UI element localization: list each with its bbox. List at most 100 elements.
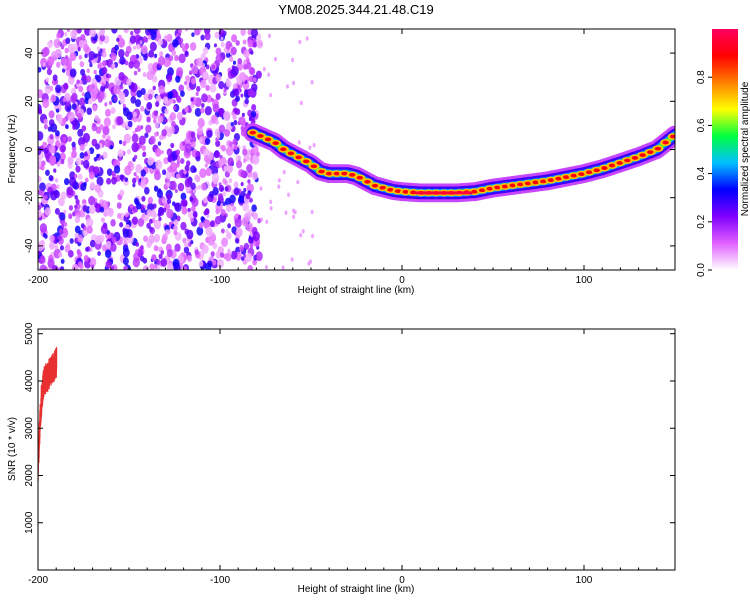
noise-dot: [238, 214, 242, 220]
noise-dot: [117, 149, 124, 158]
ridge-core: [295, 155, 302, 160]
noise-dot: [198, 29, 203, 32]
noise-dot: [298, 39, 302, 45]
noise-dot: [41, 48, 48, 58]
noise-dot: [226, 146, 234, 157]
noise-dot: [64, 178, 70, 186]
ridge-core: [371, 183, 379, 188]
noise-dot: [142, 257, 148, 264]
noise-dot: [131, 216, 139, 225]
noise-dot: [190, 165, 197, 174]
noise-dot: [47, 56, 55, 66]
spectrogram-panel: -200 -100 0 100 40 20 0 -20 -40 Height of strai…: [7, 28, 676, 296]
noise-dot: [245, 192, 251, 200]
noise-dot: [157, 38, 163, 46]
noise-dot: [173, 230, 178, 236]
ridge-core: [356, 175, 363, 180]
noise-dot: [115, 174, 121, 182]
noise-dot: [233, 119, 238, 126]
noise-dot: [157, 56, 166, 66]
noise-dot: [253, 77, 257, 83]
noise-dot: [45, 77, 50, 83]
noise-dot: [202, 47, 209, 55]
noise-dot: [116, 202, 122, 209]
noise-dot: [249, 243, 254, 249]
noise-dot: [231, 34, 238, 43]
noise-dot: [196, 126, 204, 136]
noise-dot: [153, 245, 159, 252]
noise-dot: [122, 228, 130, 238]
noise-dot: [293, 210, 297, 215]
noise-dot: [212, 103, 220, 113]
noise-dot: [256, 151, 260, 157]
noise-dot: [75, 157, 82, 166]
noise-dot: [227, 248, 231, 254]
noise-dot: [60, 44, 65, 50]
noise-dot: [220, 36, 224, 41]
noise-dot: [118, 49, 125, 58]
noise-dot: [78, 85, 84, 93]
noise-dot: [83, 181, 87, 187]
noise-dot: [301, 229, 305, 234]
noise-dot: [245, 57, 250, 63]
noise-dot: [124, 165, 132, 176]
noise-dot: [203, 197, 208, 204]
noise-dot: [118, 157, 122, 162]
noise-dot: [129, 35, 137, 44]
colorbar-tick-label: 0.0: [696, 263, 707, 277]
noise-dot: [166, 33, 173, 43]
noise-dot: [143, 235, 149, 243]
noise-dot: [140, 245, 144, 250]
noise-dot: [62, 117, 67, 124]
noise-dot: [49, 133, 54, 140]
noise-dot: [94, 184, 102, 193]
noise-dot: [249, 197, 253, 203]
noise-dot: [166, 74, 173, 83]
ridge-core: [410, 190, 417, 195]
noise-dot: [227, 157, 234, 167]
snr-y-label: SNR (10 * v/v): [7, 417, 18, 481]
noise-dot: [123, 265, 129, 270]
noise-dot: [203, 219, 211, 229]
noise-dot: [56, 184, 60, 189]
noise-dot: [138, 113, 143, 119]
noise-dot: [146, 209, 153, 217]
noise-dot: [50, 190, 58, 201]
spectrogram-xtick-label: 0: [399, 275, 405, 286]
noise-dot: [156, 29, 160, 35]
spectrogram-x-label: Height of straight line (km): [298, 285, 415, 296]
ridge-core: [257, 134, 264, 138]
noise-dot: [54, 178, 59, 183]
noise-dot: [140, 105, 145, 112]
noise-dot: [54, 39, 58, 45]
noise-dot: [218, 80, 225, 90]
snr-ytick-label: 1000: [24, 511, 35, 534]
noise-dot: [102, 60, 107, 67]
noise-dot: [195, 91, 199, 97]
noise-dot: [184, 177, 192, 188]
noise-dot: [61, 57, 67, 66]
noise-dot: [38, 146, 42, 156]
noise-dot: [180, 221, 187, 231]
noise-dot: [111, 63, 116, 69]
noise-dot: [155, 159, 163, 170]
noise-dot: [155, 95, 162, 103]
noise-dot: [185, 173, 189, 178]
noise-dot: [187, 211, 194, 219]
noise-dot: [175, 75, 181, 83]
noise-dot: [220, 41, 225, 48]
noise-dot: [64, 47, 69, 54]
noise-dot: [65, 37, 71, 45]
noise-dot: [171, 121, 176, 128]
snr-y-ticks: 5000 4000 3000 2000 1000: [24, 322, 675, 534]
noise-dot: [69, 238, 74, 244]
ridge-core: [593, 168, 600, 173]
noise-dot: [244, 89, 248, 94]
noise-dot: [124, 60, 129, 66]
noise-dot: [232, 114, 237, 120]
noise-dot: [284, 210, 288, 215]
noise-dot: [152, 203, 157, 209]
noise-dot: [187, 107, 192, 113]
noise-dot: [252, 231, 260, 242]
